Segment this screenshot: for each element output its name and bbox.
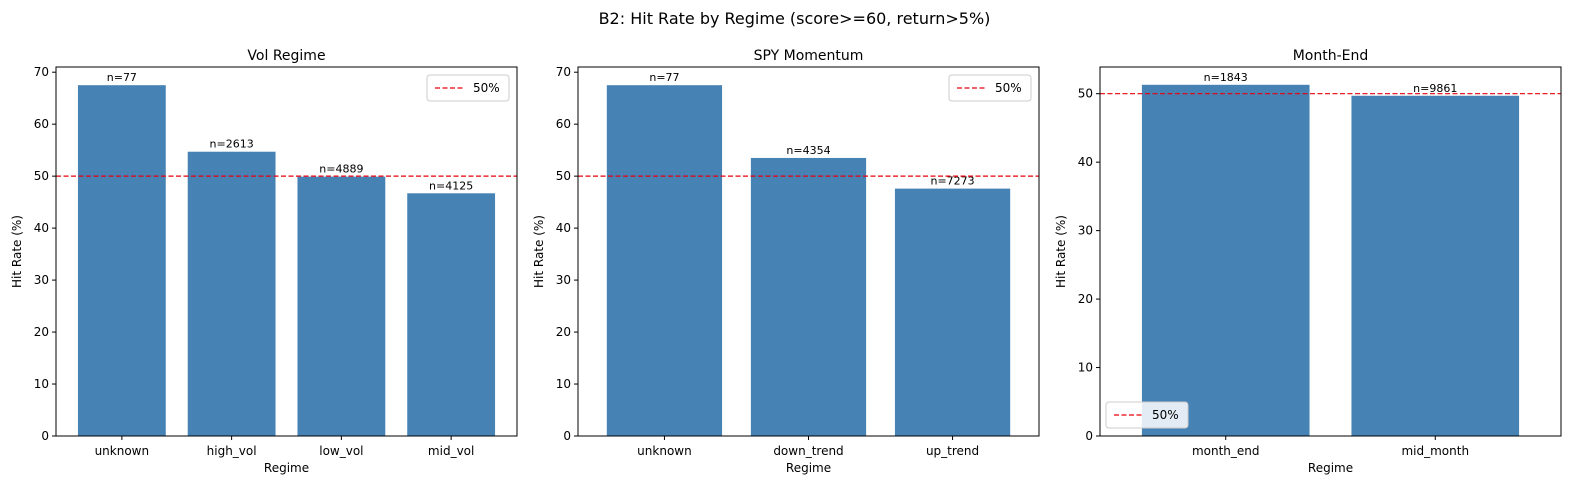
bar-month_end [1141,84,1310,437]
x-tick-label-unknown: unknown [637,444,692,458]
x-tick-label-low_vol: low_vol [319,444,363,458]
y-tick-label-30: 30 [556,273,571,287]
y-tick-label-20: 20 [34,325,49,339]
bar-label-unknown: n=77 [107,71,137,84]
x-axis-label: Regime [264,461,309,475]
y-tick-label-40: 40 [1078,155,1093,169]
y-tick-label-20: 20 [1078,292,1093,306]
y-tick-label-70: 70 [34,65,49,79]
bar-unknown [77,85,166,437]
plot-frame [1099,66,1562,437]
chart-title: Vol Regime [247,48,325,64]
y-tick-label-60: 60 [556,117,571,131]
bar-high_vol [187,151,276,436]
legend: 50% [426,74,510,102]
y-tick-label-0: 0 [41,429,49,443]
chart-panel-1: n=77 n=2613 n=4889 n=4125 unknown high_vol low… [10,48,518,475]
bar-label-low_vol: n=4889 [319,163,363,176]
bar-label-mid_vol: n=4125 [429,179,473,192]
y-tick-label-0: 0 [1085,429,1093,443]
y-tick-label-40: 40 [34,221,49,235]
x-tick-label-up_trend: up_trend [926,444,979,458]
y-axis-label: Hit Rate (%) [10,215,24,288]
bar-down_trend [750,157,867,437]
x-axis-label: Regime [1308,461,1353,475]
chart-panel-2: n=77 n=4354 n=7273 unknown down_trend up_tren… [532,48,1040,475]
chart-title: Month-End [1293,48,1369,64]
y-tick-label-60: 60 [34,117,49,131]
legend-box [1105,401,1189,429]
legend-label: 50% [995,81,1022,95]
legend: 50% [1105,401,1189,429]
y-axis-label: Hit Rate (%) [532,215,546,288]
legend: 50% [948,74,1032,102]
y-tick-label-50: 50 [556,169,571,183]
bar-label-high_vol: n=2613 [210,138,254,151]
x-tick-label-month_end: month_end [1192,444,1260,458]
bar-label-mid_month: n=9861 [1413,82,1457,95]
y-tick-label-50: 50 [1078,87,1093,101]
bar-label-down_trend: n=4354 [786,144,830,157]
x-tick-label-unknown: unknown [95,444,150,458]
y-tick-label-10: 10 [556,377,571,391]
bar-low_vol [297,176,386,436]
y-tick-label-30: 30 [1078,224,1093,238]
legend-box [426,74,510,102]
legend-label: 50% [473,81,500,95]
bar-unknown [606,85,723,437]
x-tick-label-high_vol: high_vol [207,444,257,458]
legend-box [948,74,1032,102]
y-tick-label-10: 10 [34,377,49,391]
x-tick-label-mid_vol: mid_vol [428,444,474,458]
figure-title: B2: Hit Rate by Regime (score>=60, retur… [599,9,991,28]
bar-label-up_trend: n=7273 [930,175,974,188]
x-axis-label: Regime [786,461,831,475]
bar-label-unknown: n=77 [649,71,679,84]
y-tick-label-50: 50 [34,169,49,183]
y-tick-label-0: 0 [563,429,571,443]
y-tick-label-40: 40 [556,221,571,235]
x-tick-label-mid_month: mid_month [1401,444,1469,458]
y-tick-label-70: 70 [556,65,571,79]
legend-label: 50% [1152,408,1179,422]
y-tick-label-30: 30 [34,273,49,287]
bar-label-month_end: n=1843 [1204,71,1248,84]
bar-mid_vol [407,193,496,436]
bar-up_trend [894,188,1011,436]
x-tick-label-down_trend: down_trend [773,444,843,458]
y-tick-label-10: 10 [1078,361,1093,375]
plot-frame [55,66,518,437]
bar-mid_month [1351,95,1520,437]
chart-title: SPY Momentum [754,48,864,64]
y-tick-label-20: 20 [556,325,571,339]
y-axis-label: Hit Rate (%) [1054,215,1068,288]
chart-panel-3: n=1843 n=9861 month_end mid_month 0 10 20 30 40 5… [1054,48,1562,475]
